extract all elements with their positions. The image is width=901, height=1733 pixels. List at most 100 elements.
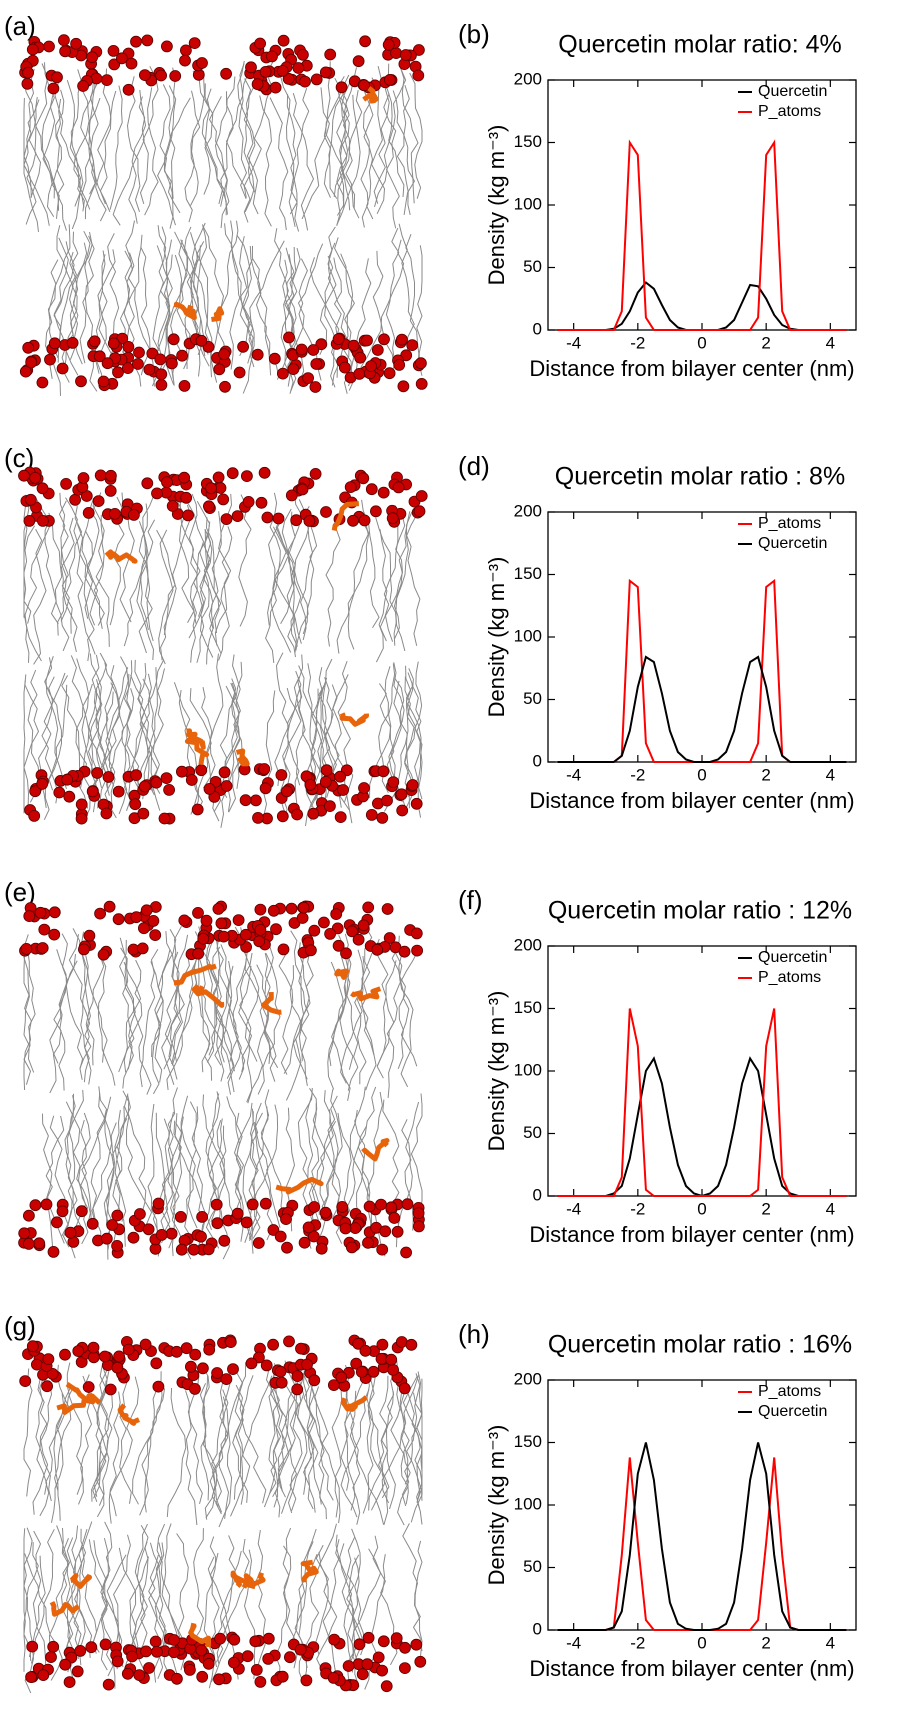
phosphate-atom [381,903,394,915]
phosphate-atom [301,1358,313,1371]
lipid-tail [44,657,63,791]
phosphate-atom [66,336,79,349]
phosphate-atom [319,66,332,79]
phosphate-atom [102,1678,115,1691]
lipid-tail [249,240,285,368]
phosphate-atom [43,40,55,53]
phosphate-atom [327,1672,340,1684]
phosphate-atom [231,510,244,522]
phosphate-atom [308,1201,321,1213]
phosphate-atom [291,1383,304,1396]
chart-title: Quercetin molar ratio: 4% [558,31,841,59]
lipid-tail [372,250,395,377]
lipid-tail [134,659,161,794]
bilayer-snapshot [19,34,428,396]
phosphate-atom [345,1241,358,1254]
phosphate-atom [53,786,66,799]
phosphate-atom [323,800,336,812]
lipid-tail [25,96,38,225]
phosphate-atom [151,487,163,500]
phosphate-atom [192,907,204,919]
panel-label: (a) [4,11,36,41]
lipid-tail [76,523,96,655]
phosphate-atom [72,1345,85,1357]
lipid-tail [306,1377,319,1513]
phosphate-atom [349,1222,362,1234]
phosphate-atom [227,1656,240,1669]
lipid-tail [136,531,155,661]
lipid-tail [336,94,361,226]
y-axis-label: Density (kg m⁻³) [484,1425,509,1586]
phosphate-atom [401,1198,414,1211]
phosphate-atom [399,1641,411,1654]
phosphate-atom [83,929,96,942]
phosphate-atom [252,1237,265,1249]
phosphate-atom [359,1344,372,1357]
lipid-tail [132,1371,163,1505]
lipid-tail [67,1528,87,1659]
phosphate-atom [22,1209,35,1222]
lipid-tail [199,521,214,658]
phosphate-atom [218,1234,231,1247]
lipid-tail [91,654,109,790]
phosphate-atom [113,1350,125,1363]
phosphate-atom [362,901,375,914]
phosphate-atom [296,483,309,496]
phosphate-atom [22,341,35,354]
phosphate-atom [269,81,282,94]
lipid-tail [163,934,189,1070]
phosphate-atom [136,942,149,955]
lipid-tail [233,1362,247,1500]
lipid-tail [193,943,211,1073]
lipid-tail [80,1112,91,1245]
lipid-tail [301,87,330,220]
phosphate-atom [324,928,337,940]
phosphate-atom [19,365,32,378]
phosphate-atom [130,769,143,781]
lipid-tail [109,1376,140,1517]
x-tick-label: 2 [761,1633,770,1652]
lipid-tail [319,1090,334,1218]
phosphate-atom [48,928,61,941]
phosphate-atom [259,782,272,795]
phosphate-atom [320,506,332,518]
phosphate-atom [42,1353,55,1365]
phosphate-atom [36,482,49,495]
lipid-tail [220,685,241,828]
lipid-tail [409,72,423,199]
lipid-tail [150,961,164,1095]
lipid-tail [309,1088,340,1220]
lipid-tail [341,956,359,1091]
phosphate-atom [179,54,191,67]
phosphate-atom [26,43,39,56]
phosphate-atom [330,908,343,920]
phosphate-atom [275,1376,288,1389]
lipid-tail [109,85,123,210]
lipid-tail [23,680,26,814]
x-axis-label: Distance from bilayer center (nm) [529,788,854,813]
phosphate-atom [337,784,350,796]
phosphate-atom [255,496,268,509]
phosphate-atom [347,339,360,352]
phosphate-atom [127,1231,140,1244]
lipid-tail [56,98,67,231]
phosphate-atom [111,1209,124,1222]
phosphate-atom [375,1198,387,1211]
lipid-tail [327,255,358,391]
phosphate-atom [268,352,281,365]
phosphate-atom [97,948,110,961]
phosphate-atom [335,81,348,94]
phosphate-atom [250,1664,263,1676]
lipid-tail [381,1374,419,1504]
phosphate-atom [274,1230,287,1243]
phosphate-atom [212,903,225,915]
y-tick-label: 0 [533,1619,542,1638]
phosphate-atom [350,1357,363,1370]
phosphate-atom [69,493,81,506]
lipid-tail [238,494,252,627]
lipid-tail [278,944,294,1075]
lipid-tail [303,1369,322,1505]
phosphate-atom [133,346,145,359]
phosphate-atom [259,1197,272,1210]
phosphate-atom [282,72,295,85]
